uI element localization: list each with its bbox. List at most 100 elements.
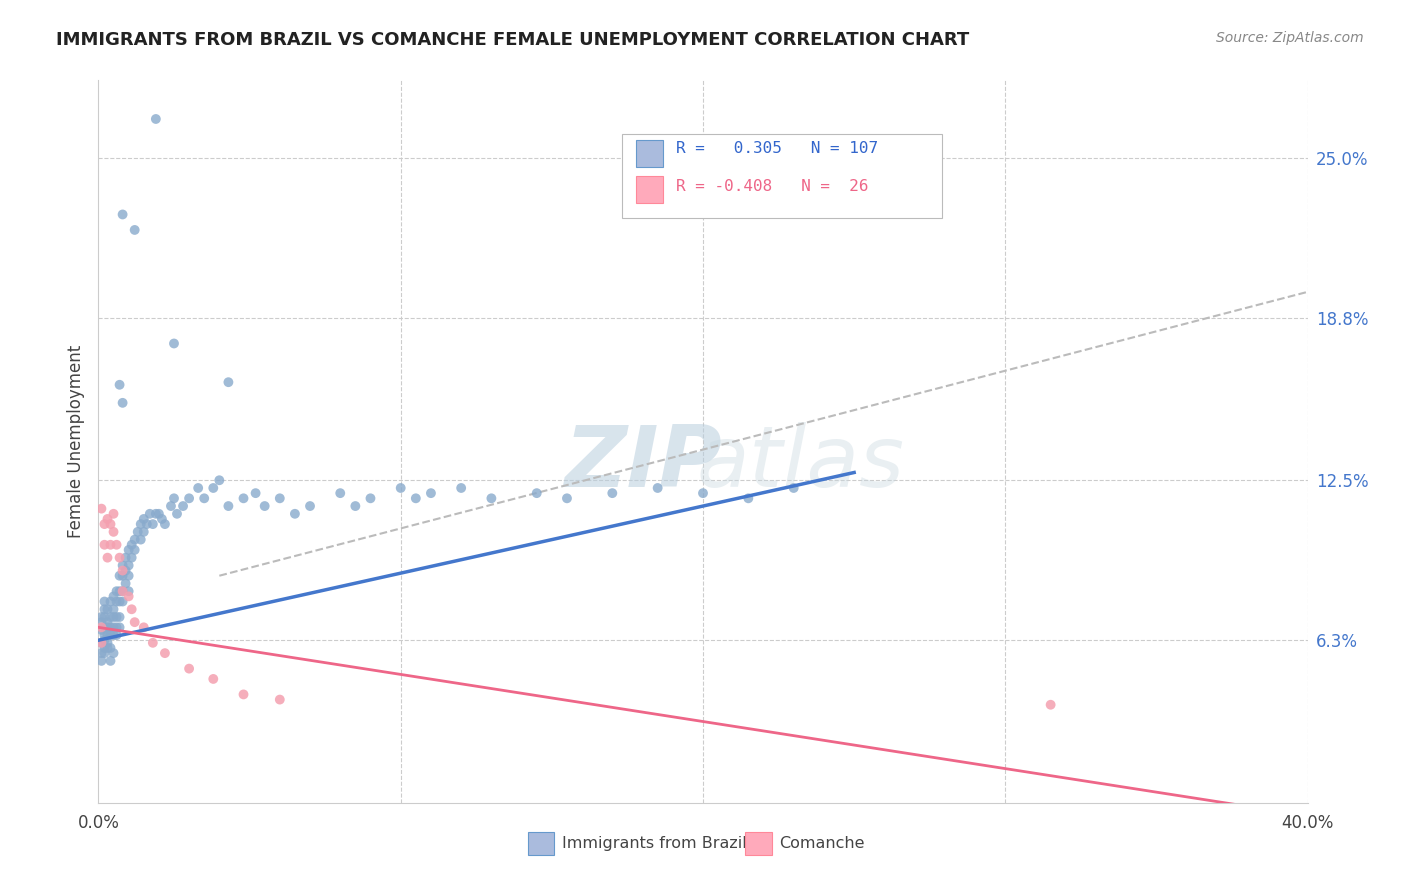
Point — [1039, 698, 1062, 712]
Point — [202, 672, 225, 686]
Point — [100, 517, 122, 532]
Point — [193, 491, 215, 506]
Point — [150, 512, 173, 526]
Point — [93, 633, 115, 648]
Point — [100, 628, 122, 642]
Point — [90, 636, 112, 650]
Point — [108, 620, 131, 634]
Point — [105, 594, 128, 608]
Point — [90, 623, 112, 637]
Point — [100, 538, 122, 552]
Point — [108, 584, 131, 599]
Point — [124, 542, 146, 557]
Point — [217, 499, 239, 513]
Point — [111, 207, 134, 221]
Point — [420, 486, 443, 500]
Point — [103, 620, 125, 634]
Point — [450, 481, 472, 495]
Point — [142, 517, 165, 532]
Point — [217, 375, 239, 389]
Point — [121, 550, 143, 565]
Point — [103, 610, 125, 624]
Point — [114, 564, 136, 578]
Text: Immigrants from Brazil: Immigrants from Brazil — [561, 836, 747, 851]
Point — [179, 491, 201, 506]
Point — [232, 491, 254, 506]
Point — [96, 620, 118, 634]
Point — [118, 584, 141, 599]
Point — [118, 542, 141, 557]
Point — [389, 481, 412, 495]
Point — [103, 646, 125, 660]
Point — [187, 481, 209, 495]
Point — [93, 517, 115, 532]
Point — [108, 568, 131, 582]
Point — [647, 481, 669, 495]
Point — [163, 336, 186, 351]
Point — [108, 550, 131, 565]
Point — [124, 533, 146, 547]
Point — [121, 602, 143, 616]
Point — [132, 524, 155, 539]
Point — [145, 112, 167, 126]
Point — [103, 507, 125, 521]
Point — [93, 628, 115, 642]
Point — [105, 628, 128, 642]
Point — [108, 610, 131, 624]
Point — [103, 602, 125, 616]
Point — [90, 636, 112, 650]
Point — [202, 481, 225, 495]
FancyBboxPatch shape — [637, 139, 664, 167]
Point — [90, 610, 112, 624]
Point — [105, 538, 128, 552]
Point — [100, 594, 122, 608]
Point — [100, 610, 122, 624]
Point — [124, 223, 146, 237]
Point — [90, 615, 112, 630]
Point — [93, 594, 115, 608]
Point — [253, 499, 276, 513]
Point — [111, 396, 134, 410]
Point — [602, 486, 624, 500]
Point — [555, 491, 578, 506]
Point — [111, 558, 134, 573]
Point — [118, 590, 141, 604]
Point — [111, 568, 134, 582]
Point — [114, 576, 136, 591]
FancyBboxPatch shape — [745, 831, 772, 855]
Point — [90, 654, 112, 668]
Point — [135, 517, 157, 532]
Point — [118, 558, 141, 573]
FancyBboxPatch shape — [527, 831, 554, 855]
Point — [166, 507, 188, 521]
Point — [153, 646, 176, 660]
Point — [93, 602, 115, 616]
Point — [142, 636, 165, 650]
Point — [153, 517, 176, 532]
Point — [405, 491, 427, 506]
Text: R = -0.408   N =  26: R = -0.408 N = 26 — [676, 179, 869, 194]
Point — [127, 524, 149, 539]
Point — [93, 538, 115, 552]
Point — [108, 377, 131, 392]
Point — [132, 512, 155, 526]
Point — [208, 473, 231, 487]
Point — [100, 620, 122, 634]
Point — [105, 584, 128, 599]
Point — [100, 640, 122, 655]
Point — [114, 550, 136, 565]
Point — [284, 507, 307, 521]
Point — [93, 640, 115, 655]
Point — [172, 499, 194, 513]
Point — [129, 533, 152, 547]
Point — [360, 491, 382, 506]
Point — [160, 499, 183, 513]
FancyBboxPatch shape — [637, 176, 664, 203]
Point — [96, 512, 118, 526]
Point — [269, 692, 291, 706]
Point — [96, 550, 118, 565]
Point — [163, 491, 186, 506]
Point — [232, 687, 254, 701]
Point — [111, 564, 134, 578]
Point — [145, 507, 167, 521]
